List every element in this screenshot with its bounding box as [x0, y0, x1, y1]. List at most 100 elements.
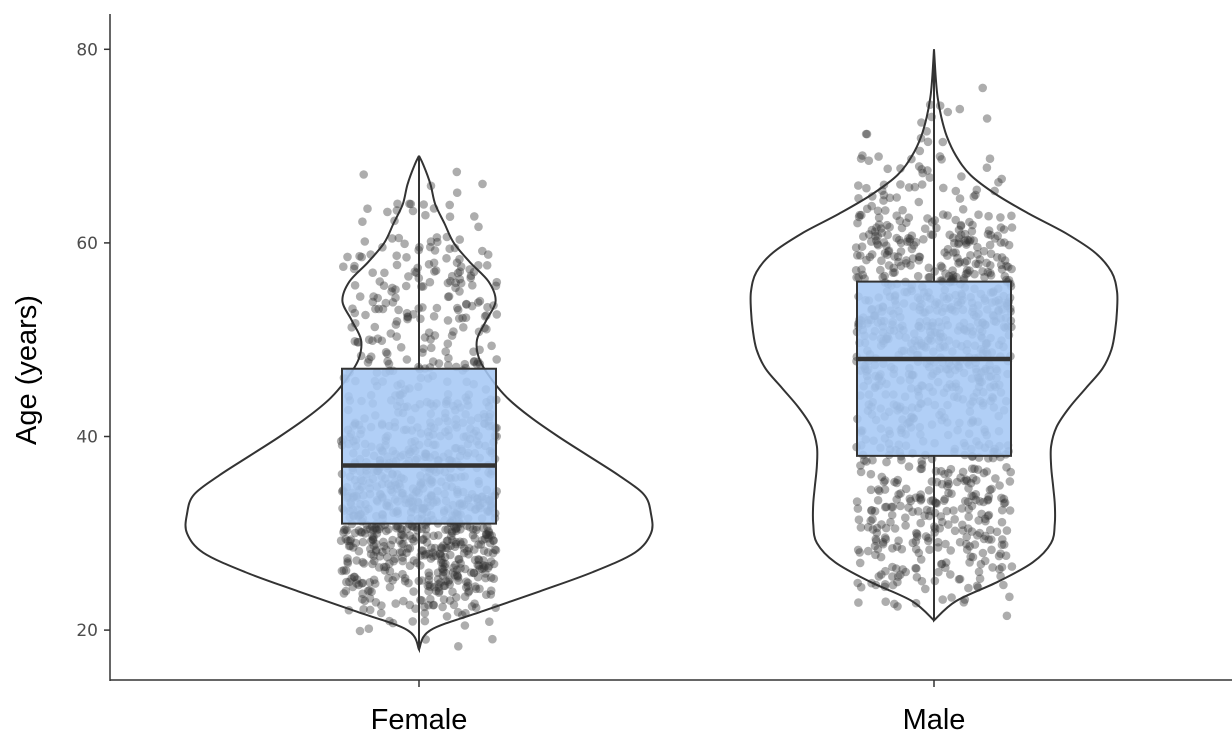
- data-point: [463, 581, 473, 591]
- data-point: [396, 524, 405, 534]
- data-point: [371, 547, 381, 556]
- data-point: [963, 497, 973, 507]
- data-point: [948, 271, 958, 280]
- data-point: [856, 467, 866, 477]
- data-point: [368, 297, 378, 307]
- data-point: [386, 540, 396, 550]
- data-point: [441, 525, 450, 534]
- data-point: [362, 525, 372, 534]
- data-point: [491, 281, 501, 291]
- data-point: [890, 252, 899, 261]
- data-point: [424, 600, 433, 610]
- data-point: [955, 194, 965, 203]
- data-point: [451, 537, 461, 547]
- data-point: [881, 597, 890, 606]
- data-point: [881, 535, 891, 544]
- data-point: [878, 538, 888, 547]
- data-point: [430, 246, 440, 255]
- data-point: [894, 490, 903, 499]
- data-point: [454, 576, 463, 585]
- data-point: [359, 559, 369, 568]
- data-point: [868, 514, 877, 524]
- data-point: [445, 596, 455, 605]
- data-point: [388, 576, 398, 585]
- data-point: [966, 552, 975, 561]
- data-point: [343, 536, 353, 546]
- data-point: [862, 129, 872, 139]
- data-point: [466, 271, 476, 281]
- data-point: [973, 242, 982, 252]
- data-point: [368, 532, 377, 541]
- data-point: [418, 282, 428, 291]
- data-point: [881, 206, 890, 215]
- data-point: [994, 551, 1004, 561]
- data-point: [874, 152, 883, 161]
- data-point: [391, 572, 400, 582]
- data-point: [999, 494, 1009, 504]
- data-point: [871, 550, 880, 560]
- data-point: [342, 526, 352, 535]
- data-point: [441, 543, 451, 553]
- data-point: [966, 251, 975, 260]
- data-point: [905, 234, 915, 244]
- data-point: [944, 520, 953, 529]
- data-point: [408, 206, 418, 216]
- data-point: [964, 583, 973, 593]
- data-point: [978, 267, 987, 276]
- data-point: [419, 535, 428, 544]
- data-point: [898, 205, 907, 215]
- data-point: [491, 603, 500, 612]
- data-point: [970, 540, 980, 549]
- data-point: [379, 281, 389, 291]
- data-point: [867, 578, 876, 588]
- data-point: [965, 237, 974, 246]
- data-point: [871, 536, 881, 546]
- data-point: [983, 267, 993, 277]
- data-point: [371, 304, 380, 314]
- data-point: [489, 559, 499, 569]
- data-point: [440, 581, 450, 591]
- data-point: [350, 281, 360, 290]
- data-point: [472, 525, 481, 535]
- data-point: [420, 608, 430, 618]
- data-point: [993, 231, 1002, 241]
- y-tick-label: 80: [76, 40, 98, 60]
- data-point: [931, 498, 941, 508]
- data-point: [409, 556, 419, 565]
- data-point: [430, 331, 440, 340]
- data-point: [366, 544, 375, 554]
- data-point: [347, 323, 357, 332]
- data-point: [896, 164, 905, 173]
- data-point: [405, 531, 415, 540]
- data-point: [425, 277, 435, 287]
- data-point: [960, 236, 969, 245]
- data-point: [981, 531, 990, 541]
- data-point: [1005, 506, 1015, 515]
- data-point: [883, 230, 892, 240]
- data-point: [903, 237, 912, 246]
- data-point: [904, 462, 914, 471]
- data-point: [873, 239, 882, 249]
- data-point: [357, 594, 367, 604]
- data-point: [363, 204, 372, 213]
- data-point: [370, 556, 379, 566]
- data-point: [958, 467, 968, 477]
- data-point: [405, 544, 415, 553]
- data-point: [489, 536, 498, 545]
- data-point: [962, 240, 971, 249]
- data-point: [352, 579, 361, 588]
- data-point: [964, 504, 974, 514]
- data-point: [908, 254, 918, 263]
- data-point: [867, 201, 876, 211]
- data-point: [983, 496, 992, 505]
- data-point: [423, 581, 433, 590]
- data-point: [443, 339, 453, 349]
- y-axis-title: Age (years): [11, 295, 43, 445]
- data-point: [368, 559, 377, 569]
- data-point: [1000, 238, 1009, 247]
- data-point: [354, 526, 364, 535]
- data-point: [490, 545, 500, 554]
- data-point: [354, 546, 364, 556]
- data-point: [349, 264, 359, 274]
- data-point: [446, 550, 455, 560]
